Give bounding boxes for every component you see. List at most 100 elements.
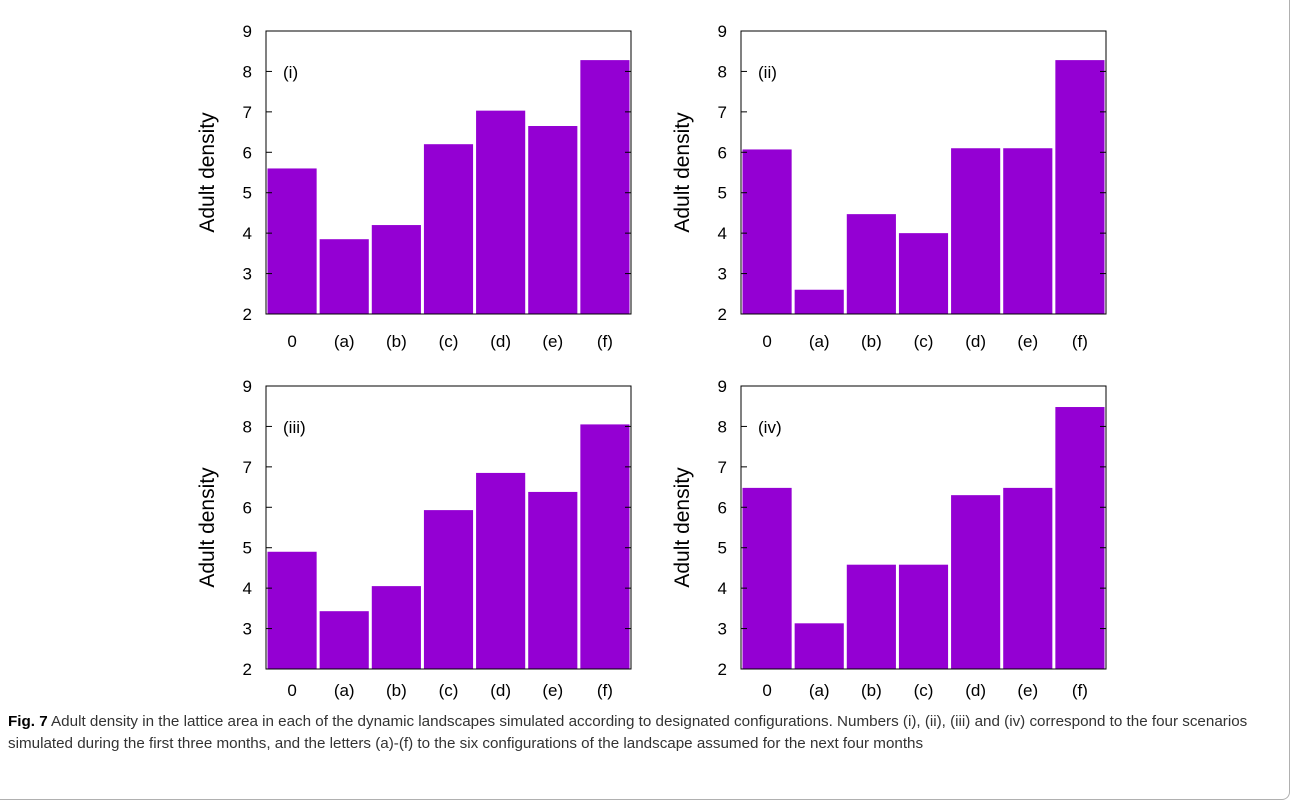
bar-0 — [742, 487, 792, 669]
bar-(b) — [846, 214, 896, 314]
x-tick-label: (c) — [914, 332, 934, 351]
y-tick-label: 2 — [243, 305, 252, 324]
x-tick-label: (f) — [597, 332, 613, 351]
x-tick-label: 0 — [762, 681, 771, 700]
bar-(a) — [794, 289, 844, 314]
x-tick-label: (c) — [439, 332, 459, 351]
x-tick-label: (a) — [809, 681, 830, 700]
bar-(e) — [1003, 148, 1053, 314]
figure-caption: Fig. 7 Adult density in the lattice area… — [8, 711, 1280, 754]
x-tick-label: (b) — [386, 681, 407, 700]
y-tick-label: 6 — [718, 498, 727, 517]
x-tick-label: (f) — [1072, 681, 1088, 700]
panel-label: (iv) — [758, 418, 782, 437]
panel-label: (ii) — [758, 63, 777, 82]
plot-frame — [740, 385, 1107, 670]
y-tick-label: 4 — [718, 579, 727, 598]
bar-(b) — [371, 225, 421, 314]
bar-(d) — [476, 472, 526, 669]
bar-(b) — [371, 586, 421, 669]
chart-panel-i: 2 3 4 5 6 7 8 9 0 (a) (b) (c) (d) (e) (f) Adult density… — [196, 22, 632, 351]
bar-(f) — [1055, 407, 1105, 669]
y-tick-label: 7 — [243, 103, 252, 122]
x-tick-label: (d) — [965, 332, 986, 351]
y-tick-label: 8 — [718, 417, 727, 436]
x-tick-label: (e) — [542, 332, 563, 351]
y-axis-label: Adult density — [196, 112, 219, 233]
caption-label: Fig. 7 — [8, 713, 48, 730]
y-tick-label: 5 — [718, 539, 727, 558]
bar-0 — [742, 149, 792, 314]
bar-0 — [267, 168, 317, 314]
caption-text: Adult density in the lattice area in eac… — [8, 713, 1248, 752]
x-tick-label: 0 — [287, 332, 296, 351]
y-tick-label: 2 — [718, 305, 727, 324]
bar-(c) — [898, 233, 949, 314]
x-tick-label: (d) — [965, 681, 986, 700]
y-tick-label: 7 — [718, 103, 727, 122]
bar-(c) — [423, 144, 474, 314]
x-tick-label: 0 — [762, 332, 771, 351]
y-tick-label: 2 — [718, 660, 727, 679]
y-tick-label: 3 — [718, 265, 727, 284]
y-tick-label: 9 — [243, 22, 252, 41]
x-tick-label: (e) — [1017, 332, 1038, 351]
y-tick-label: 4 — [718, 224, 727, 243]
y-tick-label: 8 — [243, 62, 252, 81]
y-tick-label: 9 — [718, 22, 727, 41]
y-tick-label: 4 — [243, 579, 252, 598]
chart-panel-ii: 2 3 4 5 6 7 8 9 0 (a) (b) (c) (d) (e) (f) Adult density… — [671, 22, 1107, 351]
bar-(f) — [580, 424, 630, 669]
x-tick-label: (a) — [809, 332, 830, 351]
y-tick-label: 3 — [718, 620, 727, 639]
bar-(e) — [1003, 487, 1053, 669]
y-tick-label: 9 — [243, 377, 252, 396]
bar-0 — [267, 551, 317, 669]
x-tick-label: (f) — [597, 681, 613, 700]
x-tick-label: (f) — [1072, 332, 1088, 351]
plot-frame — [265, 385, 632, 670]
panel-label: (i) — [283, 63, 298, 82]
bar-(a) — [794, 623, 844, 669]
y-tick-label: 6 — [718, 143, 727, 162]
bar-(d) — [951, 495, 1001, 669]
y-tick-label: 6 — [243, 498, 252, 517]
y-tick-label: 8 — [243, 417, 252, 436]
plot-frame — [740, 30, 1107, 315]
bar-(e) — [528, 491, 578, 669]
x-tick-label: (c) — [439, 681, 459, 700]
y-tick-label: 7 — [243, 458, 252, 477]
bar-(f) — [580, 60, 630, 315]
x-tick-label: (b) — [861, 332, 882, 351]
x-tick-label: (a) — [334, 332, 355, 351]
x-tick-label: (b) — [861, 681, 882, 700]
y-tick-label: 6 — [243, 143, 252, 162]
y-tick-label: 4 — [243, 224, 252, 243]
y-tick-label: 2 — [243, 660, 252, 679]
y-tick-label: 5 — [243, 539, 252, 558]
y-axis-label: Adult density — [671, 467, 694, 588]
bar-(d) — [476, 110, 526, 314]
bar-(c) — [423, 510, 474, 669]
y-tick-label: 3 — [243, 620, 252, 639]
y-tick-label: 9 — [718, 377, 727, 396]
plot-frame — [265, 30, 632, 315]
bar-(a) — [319, 611, 369, 669]
chart-panel-iii: 2 3 4 5 6 7 8 9 0 (a) (b) (c) (d) (e) (f) Adult density… — [196, 377, 632, 700]
x-tick-label: (b) — [386, 332, 407, 351]
bar-(f) — [1055, 60, 1105, 315]
x-tick-label: 0 — [287, 681, 296, 700]
x-tick-label: (d) — [490, 332, 511, 351]
y-tick-label: 7 — [718, 458, 727, 477]
y-tick-label: 8 — [718, 62, 727, 81]
x-tick-label: (e) — [542, 681, 563, 700]
y-tick-label: 5 — [243, 184, 252, 203]
bar-(c) — [898, 564, 949, 669]
bar-(e) — [528, 126, 578, 314]
bar-(b) — [846, 564, 896, 669]
x-tick-label: (a) — [334, 681, 355, 700]
x-tick-label: (d) — [490, 681, 511, 700]
y-axis-label: Adult density — [196, 467, 219, 588]
x-tick-label: (e) — [1017, 681, 1038, 700]
